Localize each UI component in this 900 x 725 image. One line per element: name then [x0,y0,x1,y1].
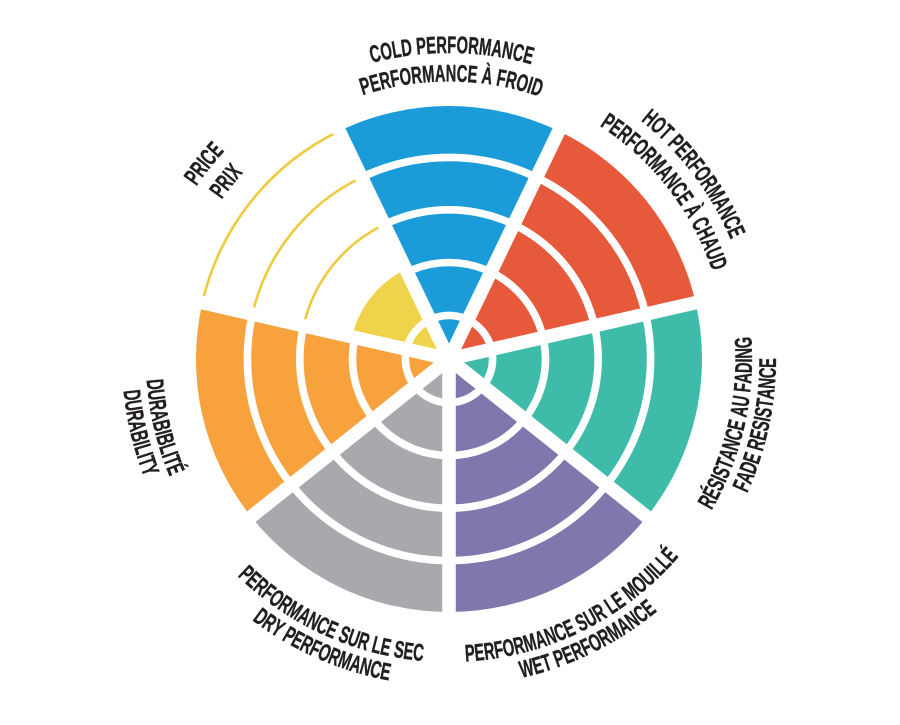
svg-text:S: S [750,405,778,419]
svg-text:R: R [482,638,496,666]
svg-text:O: O [456,33,469,60]
svg-text:E: E [467,62,479,89]
svg-text:U: U [728,394,756,408]
svg-text:E: E [402,638,415,666]
svg-text:N: N [731,348,758,359]
svg-text:A: A [490,36,505,64]
svg-text:A: A [434,61,445,88]
svg-text:I: I [524,73,535,100]
svg-text:E: E [426,33,437,60]
svg-text:O: O [398,64,413,92]
svg-text:N: N [500,37,515,65]
svg-text:E: E [473,640,486,667]
svg-text:G: G [731,336,758,349]
svg-text:D: D [118,388,146,402]
svg-text:A: A [726,404,754,419]
svg-text:O: O [378,38,395,66]
svg-text:I: I [127,438,154,449]
svg-text:U: U [142,388,170,402]
svg-text:P: P [464,640,476,667]
svg-text:S: S [392,637,406,665]
svg-text:M: M [478,34,493,62]
svg-text:A: A [145,408,173,424]
svg-text:U: U [119,398,147,412]
svg-text:W: W [517,655,537,684]
svg-text:F: F [447,32,456,59]
svg-text:R: R [120,408,148,423]
svg-text:C: C [755,367,782,379]
svg-text:N: N [754,377,781,390]
svg-text:R: R [143,398,171,413]
svg-text:P: P [415,33,427,60]
svg-text:I: I [750,415,777,424]
svg-text:I: I [149,427,176,438]
svg-text:C: C [412,639,425,666]
svg-text:E: E [755,358,782,368]
svg-text:N: N [446,61,457,88]
svg-text:D: D [399,35,413,63]
svg-text:I: I [732,358,759,362]
svg-text:R: R [467,33,480,60]
svg-text:F: F [730,382,757,394]
svg-text:M: M [421,61,435,88]
svg-text:T: T [752,397,779,410]
svg-text:O: O [500,635,517,663]
svg-text:R: R [410,62,424,90]
svg-text:R: R [436,32,447,59]
svg-text:A: A [753,387,781,400]
svg-text:D: D [731,362,758,373]
svg-text:C: C [456,61,468,88]
svg-text:D: D [141,378,168,391]
svg-text:A: A [731,372,758,384]
svg-text:À: À [480,62,494,91]
